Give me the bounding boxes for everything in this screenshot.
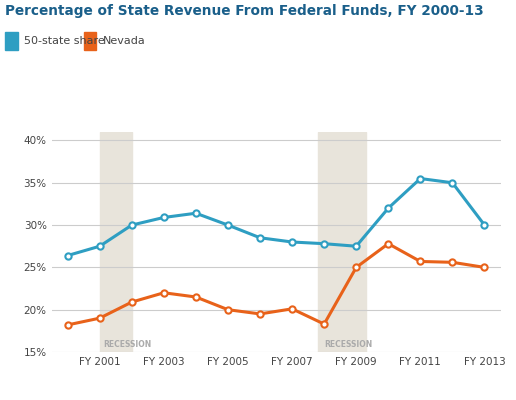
Text: 50-state share: 50-state share — [24, 36, 105, 46]
Bar — [318, 132, 366, 352]
Text: Percentage of State Revenue From Federal Funds, FY 2000-13: Percentage of State Revenue From Federal… — [5, 4, 484, 18]
Text: Nevada: Nevada — [103, 36, 146, 46]
Text: RECESSION: RECESSION — [103, 340, 151, 349]
Text: RECESSION: RECESSION — [324, 340, 373, 349]
Bar — [100, 132, 132, 352]
